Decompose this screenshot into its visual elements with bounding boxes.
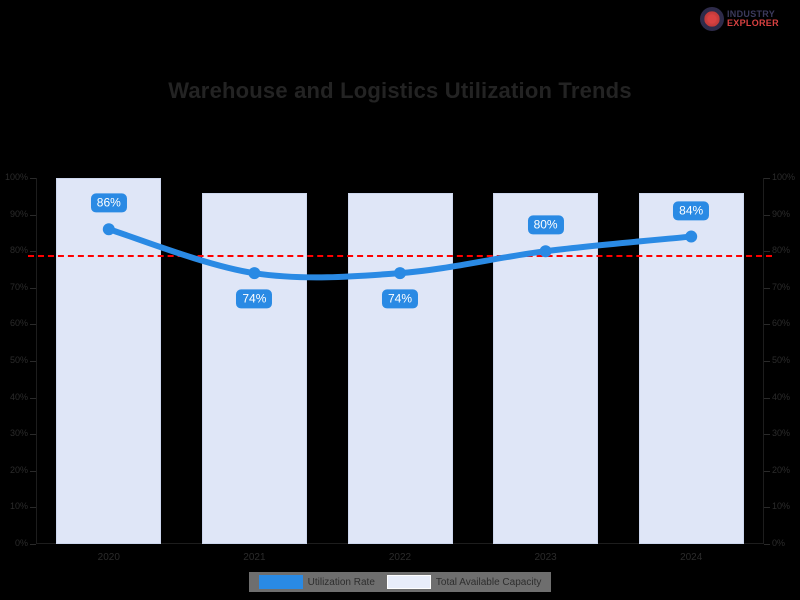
left-axis-tick: [30, 214, 36, 216]
right-axis-tick-label: 100%: [772, 172, 796, 182]
left-axis-tick: [30, 434, 36, 436]
data-label: 86%: [90, 193, 127, 213]
legend-label: Utilization Rate: [307, 576, 375, 588]
left-axis-tick-label: 90%: [9, 208, 28, 219]
right-axis-tick-label: 90%: [772, 208, 791, 219]
right-axis-tick-label: 0%: [772, 538, 786, 548]
bar[interactable]: [638, 192, 744, 544]
right-axis-tick: [764, 470, 770, 472]
left-axis-tick: [30, 361, 36, 362]
left-axis-tick: [30, 324, 36, 326]
logo-text: INDUSTRY EXPLORER: [727, 8, 779, 29]
right-axis-tick: [764, 434, 770, 436]
logo-line-2: EXPLORER: [727, 18, 779, 28]
left-axis-tick-label: 30%: [9, 428, 28, 439]
legend-item[interactable]: Utilization Rate: [253, 575, 381, 589]
bar[interactable]: [347, 192, 453, 544]
legend-item[interactable]: Total Available Capacity: [381, 575, 547, 589]
left-axis-tick-label: 50%: [9, 355, 28, 365]
category-label: 2023: [534, 552, 557, 563]
category-label: 2021: [243, 552, 266, 563]
data-label: 74%: [381, 289, 419, 309]
right-axis-tick: [764, 178, 770, 179]
legend-label: Total Available Capacity: [435, 576, 542, 588]
bar[interactable]: [493, 192, 599, 544]
left-axis-tick: [30, 287, 36, 289]
brand-logo: INDUSTRY EXPLORER: [700, 2, 796, 36]
bar[interactable]: [56, 178, 162, 544]
left-axis-line: [36, 178, 37, 544]
right-axis-tick-label: 20%: [772, 464, 791, 475]
right-axis-tick: [764, 544, 770, 545]
left-axis-tick-label: 80%: [9, 245, 28, 256]
left-axis-tick-label: 20%: [9, 464, 28, 475]
left-axis-tick: [30, 251, 36, 253]
logo-mark-icon: [700, 7, 724, 31]
right-axis-tick: [764, 507, 770, 509]
chart-legend: Utilization Rate Total Available Capacity: [0, 572, 800, 592]
right-axis-tick-label: 60%: [772, 318, 791, 329]
right-axis-tick: [764, 214, 770, 216]
right-axis-tick-label: 80%: [772, 245, 791, 256]
data-label: 80%: [527, 215, 564, 235]
target-reference-line: [28, 254, 772, 257]
left-axis-tick-label: 60%: [9, 318, 28, 329]
left-axis-tick: [30, 470, 36, 472]
right-axis-tick-label: 70%: [772, 281, 791, 292]
left-axis-tick: [30, 507, 36, 509]
logo-line-1: INDUSTRY: [727, 8, 776, 19]
right-axis-tick: [764, 361, 770, 362]
right-axis-tick-label: 30%: [772, 428, 791, 439]
right-axis-tick: [764, 397, 770, 399]
data-label: 84%: [673, 200, 710, 221]
right-axis-tick-label: 40%: [772, 391, 791, 402]
left-axis-tick: [30, 397, 36, 399]
right-axis-tick: [764, 251, 770, 253]
category-label: 2024: [680, 552, 703, 563]
left-axis-tick-label: 10%: [9, 501, 28, 512]
left-axis-tick-label: 100%: [4, 172, 28, 182]
category-label: 2020: [97, 552, 120, 563]
legend-box: Utilization Rate Total Available Capacity: [248, 572, 552, 592]
plot-area: 100% 90% 80% 70% 60% 50% 40% 30% 20% 10% 0% 100% 90…: [5, 173, 795, 548]
left-axis-tick-label: 70%: [9, 281, 28, 292]
left-axis-tick-label: 0%: [14, 538, 28, 548]
left-axis-tick: [30, 544, 36, 545]
chart-title: Warehouse and Logistics Utilization Tren…: [168, 78, 632, 103]
legend-swatch: [258, 575, 303, 589]
left-axis-tick-label: 40%: [9, 391, 28, 402]
right-axis-tick: [764, 287, 770, 289]
right-axis-line: [763, 178, 764, 544]
data-label: 74%: [236, 289, 273, 309]
legend-swatch: [386, 575, 431, 589]
right-axis-tick-label: 10%: [772, 501, 791, 512]
category-label: 2022: [388, 552, 412, 563]
right-axis-tick: [764, 324, 770, 326]
bar[interactable]: [201, 192, 307, 544]
right-axis-tick-label: 50%: [772, 355, 791, 365]
left-axis-tick: [30, 178, 36, 179]
